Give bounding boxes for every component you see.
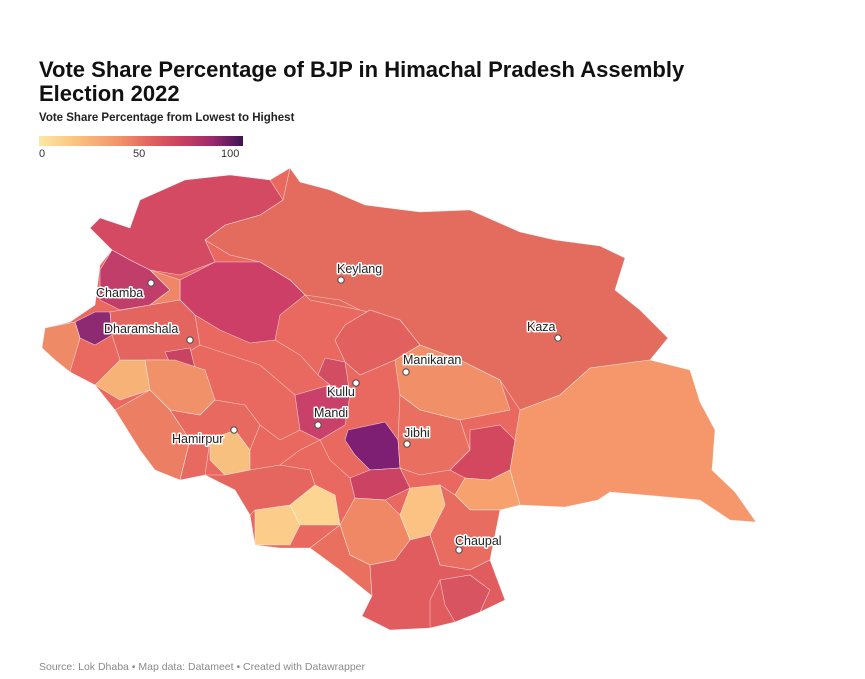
- city-label: Chamba: [96, 286, 143, 300]
- city-label: Hamirpur: [172, 432, 223, 446]
- region-kullu: [317, 357, 351, 396]
- legend-tick-mid: 50: [133, 148, 146, 160]
- city-label: Dharamshala: [104, 322, 178, 336]
- city-label: Kullu: [327, 385, 355, 399]
- city-dot-icon: [554, 334, 562, 342]
- city-label: Mandi: [314, 406, 348, 420]
- legend-color-scale: [39, 136, 243, 146]
- city-label: Kaza: [527, 320, 556, 334]
- city-dot-icon: [337, 276, 345, 284]
- city-label: Manikaran: [403, 353, 461, 367]
- chart-title: Vote Share Percentage of BJP in Himachal…: [39, 57, 685, 106]
- city-marker-keylang: Keylang: [336, 261, 384, 284]
- legend-tick-max: 100: [221, 148, 240, 160]
- district-borders: [199, 294, 441, 628]
- legend-tick-min: 0: [39, 148, 46, 160]
- region-hamirpur-surround: [169, 399, 261, 481]
- city-dot-icon: [403, 440, 411, 448]
- legend-title: Vote Share Percentage from Lowest to Hig…: [39, 112, 295, 124]
- city-label: Keylang: [337, 262, 382, 276]
- city-label: Jibhi: [404, 426, 430, 440]
- city-marker-jibhi: Jibhi: [403, 425, 431, 448]
- city-dot-icon: [455, 546, 463, 554]
- region-kangra-west: [41, 321, 81, 373]
- city-dot-icon: [147, 279, 155, 287]
- region-sirmaur-east: [439, 574, 491, 623]
- source-note: Source: Lok Dhaba • Map data: Datameet •…: [39, 661, 366, 673]
- region-chamba-north: [89, 174, 284, 276]
- city-dot-icon: [352, 379, 360, 387]
- region-bilaspur: [204, 464, 316, 516]
- city-dot-icon: [186, 336, 194, 344]
- himachal-pradesh-map: Keylang Chamba Dharamshala Kaza Manikara…: [41, 167, 757, 631]
- city-marker-hamirpur: Hamirpur: [171, 426, 238, 448]
- city-marker-manikaran: Manikaran: [402, 352, 463, 376]
- city-dot-icon: [230, 426, 238, 434]
- city-marker-dharamshala: Dharamshala: [103, 321, 194, 344]
- city-marker-kullu: Kullu: [326, 379, 360, 401]
- city-marker-mandi: Mandi: [313, 405, 350, 429]
- city-dot-icon: [314, 421, 322, 429]
- city-marker-chaupal: Chaupal: [454, 533, 503, 554]
- city-marker-chamba: Chamba: [95, 279, 155, 302]
- city-dot-icon: [402, 368, 410, 376]
- city-label: Chaupal: [455, 534, 502, 548]
- city-marker-kaza: Kaza: [526, 319, 562, 342]
